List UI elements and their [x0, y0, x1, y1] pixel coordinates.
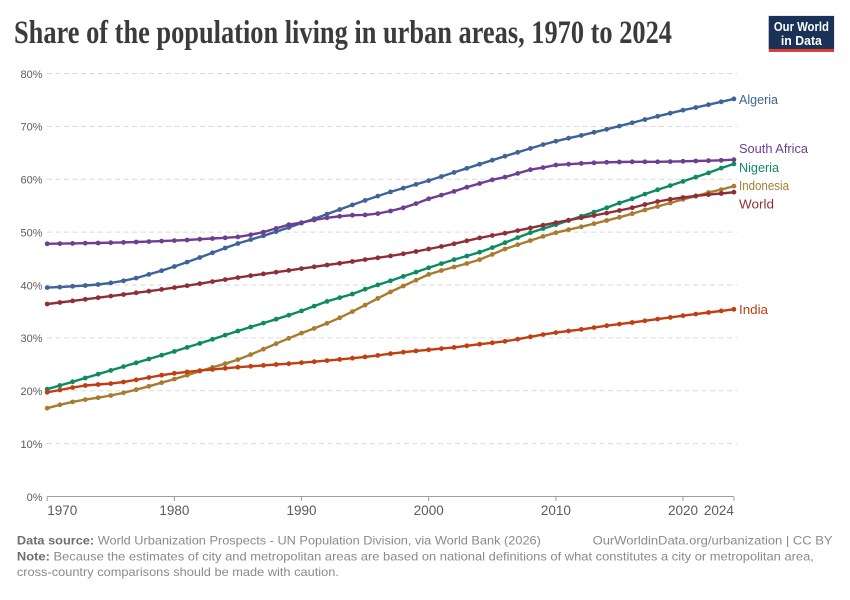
svg-text:30%: 30% — [20, 333, 42, 345]
svg-text:India: India — [739, 302, 769, 317]
svg-text:1970: 1970 — [47, 503, 77, 518]
svg-text:70%: 70% — [20, 122, 42, 134]
svg-text:Data source: World Urbanizatio: Data source: World Urbanization Prospect… — [17, 534, 541, 548]
svg-text:World: World — [739, 197, 774, 212]
svg-text:40%: 40% — [20, 280, 42, 292]
svg-text:2000: 2000 — [414, 503, 444, 518]
svg-text:Note: Because the estimates of: Note: Because the estimates of city and … — [17, 550, 814, 564]
svg-text:Algeria: Algeria — [739, 92, 779, 107]
svg-text:OurWorldinData.org/urbanizatio: OurWorldinData.org/urbanization | CC BY — [593, 534, 833, 548]
svg-text:2020: 2020 — [668, 503, 698, 518]
svg-text:Nigeria: Nigeria — [739, 160, 780, 175]
svg-text:cross-country comparisons shou: cross-country comparisons should be made… — [17, 565, 339, 579]
svg-text:2010: 2010 — [541, 503, 571, 518]
svg-text:in Data: in Data — [781, 34, 823, 48]
svg-text:10%: 10% — [20, 439, 42, 451]
svg-text:1980: 1980 — [159, 503, 189, 518]
svg-text:1990: 1990 — [286, 503, 316, 518]
svg-text:Share of the population living: Share of the population living in urban … — [14, 15, 672, 51]
svg-text:Indonesia: Indonesia — [739, 178, 790, 193]
svg-text:80%: 80% — [20, 69, 42, 81]
svg-text:2024: 2024 — [704, 503, 735, 518]
svg-text:20%: 20% — [20, 386, 42, 398]
svg-text:Our World: Our World — [774, 20, 829, 34]
svg-text:South Africa: South Africa — [739, 141, 809, 156]
svg-text:50%: 50% — [20, 227, 42, 239]
svg-text:60%: 60% — [20, 175, 42, 187]
svg-text:0%: 0% — [27, 492, 43, 504]
